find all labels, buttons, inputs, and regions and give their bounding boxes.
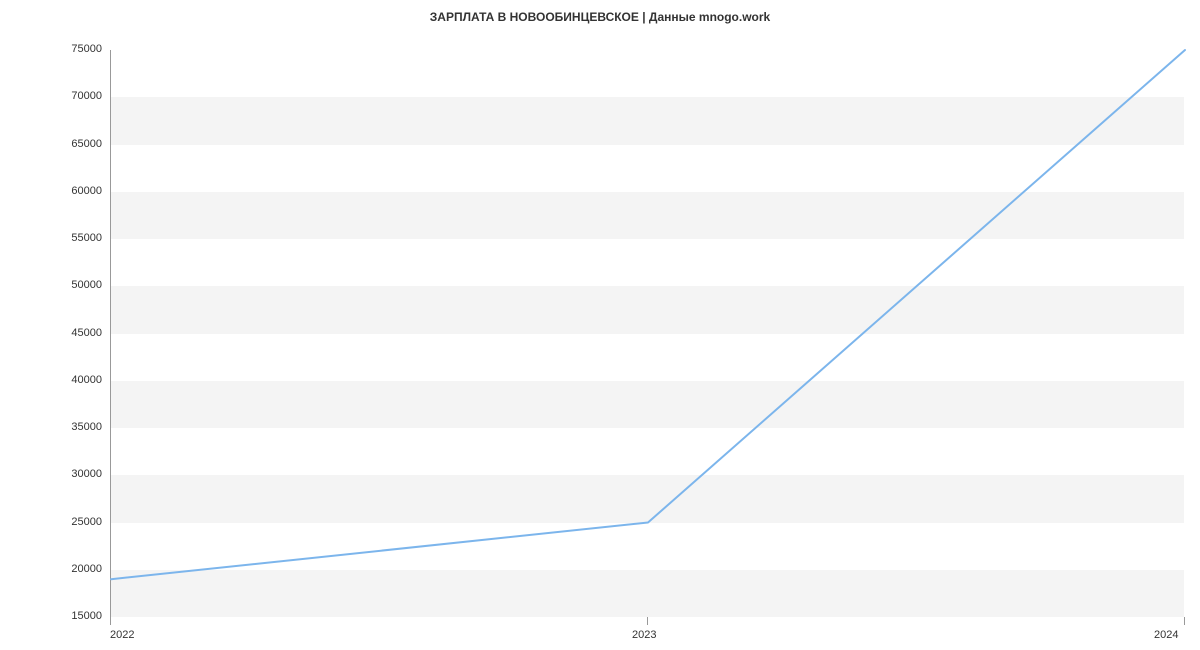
y-axis-tick-label: 60000 (42, 185, 102, 197)
salary-line-chart: ЗАРПЛАТА В НОВООБИНЦЕВСКОЕ | Данные mnog… (0, 0, 1200, 650)
x-axis-tick-label: 2022 (110, 629, 134, 641)
x-axis-tick-label: 2023 (632, 629, 656, 641)
series-line-salary (111, 50, 1185, 579)
y-axis-tick-label: 65000 (42, 138, 102, 150)
y-axis-tick-label: 35000 (42, 421, 102, 433)
x-axis-tick-mark (110, 617, 111, 625)
x-axis-tick-mark (647, 617, 648, 625)
y-axis-tick-label: 75000 (42, 43, 102, 55)
y-axis-tick-label: 20000 (42, 563, 102, 575)
y-axis-tick-label: 70000 (42, 90, 102, 102)
y-axis-tick-label: 30000 (42, 468, 102, 480)
x-axis-tick-mark (1184, 617, 1185, 625)
y-axis-tick-label: 40000 (42, 374, 102, 386)
y-axis-tick-label: 50000 (42, 279, 102, 291)
x-axis-tick-label: 2024 (1154, 629, 1178, 641)
plot-area (110, 50, 1184, 617)
y-axis-tick-label: 25000 (42, 516, 102, 528)
chart-title: ЗАРПЛАТА В НОВООБИНЦЕВСКОЕ | Данные mnog… (0, 10, 1200, 24)
line-layer (111, 50, 1185, 617)
y-axis-tick-label: 55000 (42, 232, 102, 244)
y-axis-tick-label: 15000 (42, 610, 102, 622)
y-axis-tick-label: 45000 (42, 327, 102, 339)
